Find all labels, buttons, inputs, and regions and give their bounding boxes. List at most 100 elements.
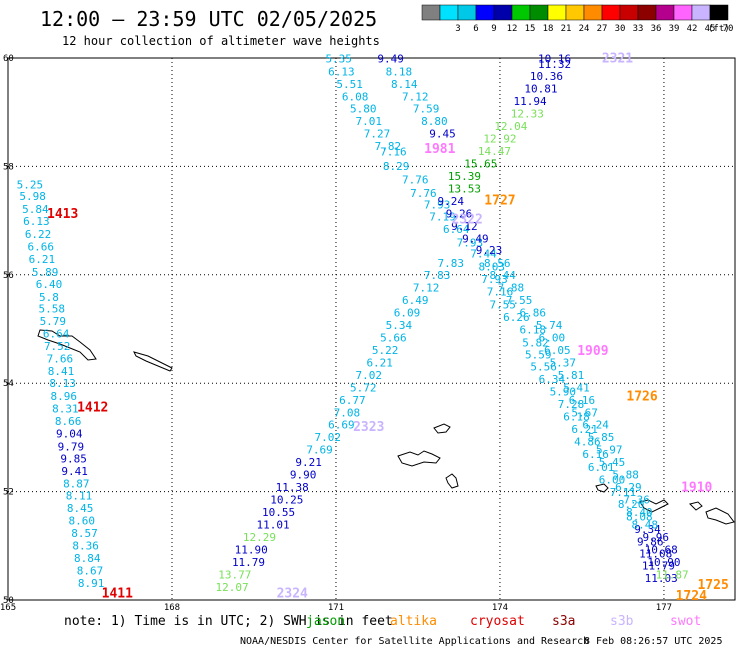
pass-label: 1981 — [424, 142, 455, 157]
lat-tick-label: 56 — [3, 271, 14, 281]
wave-height-value: 9.23 — [476, 244, 503, 257]
wave-height-value: 6.29 — [615, 481, 642, 494]
wave-height-value: 11.79 — [642, 560, 675, 573]
wave-height-value: 9.45 — [429, 128, 456, 141]
lat-tick-label: 50 — [3, 596, 14, 606]
wave-height-value: 10.55 — [262, 506, 295, 519]
wave-height-value: 6.49 — [402, 294, 429, 307]
wave-height-value: 9.12 — [451, 220, 478, 233]
wave-height-value: 5.80 — [350, 103, 377, 116]
wave-height-value: 9.96 — [642, 531, 669, 544]
wave-height-value: 5.84 — [22, 203, 49, 216]
wave-height-value: 8.87 — [63, 477, 90, 490]
legend-label: 3 — [455, 24, 460, 34]
wave-height-value: 13.53 — [448, 182, 481, 195]
wave-height-value: 7.19 — [429, 211, 456, 224]
legend-label: 70 — [723, 24, 734, 34]
wave-height-value: 7.11 — [610, 486, 637, 499]
wave-height-value: 10.90 — [647, 556, 680, 569]
wave-height-value: 8.80 — [421, 115, 448, 128]
wave-height-value: 7.16 — [487, 285, 514, 298]
wave-height-value: 7.02 — [356, 369, 383, 382]
wave-height-value: 9.26 — [446, 207, 473, 220]
wave-height-value: 8.84 — [74, 552, 101, 565]
wave-height-value: 7.88 — [498, 282, 525, 295]
wave-height-value: 10.25 — [270, 494, 303, 507]
wave-height-value: 8.40 — [626, 506, 653, 519]
wave-height-value: 5.74 — [536, 319, 563, 332]
wave-height-value: 11.03 — [645, 572, 678, 585]
wave-height-value: 8.44 — [489, 269, 516, 282]
pass-label: 2322 — [452, 212, 483, 227]
pass-label: 1726 — [626, 390, 657, 405]
wave-height-value: 7.02 — [315, 431, 342, 444]
pass-label: 1727 — [484, 193, 515, 208]
legend-swatch — [673, 4, 693, 21]
page-title: 12:00 – 23:59 UTC 02/05/2025 — [40, 7, 377, 31]
wave-height-value: 7.44 — [470, 247, 497, 260]
wave-height-value: 11.94 — [513, 95, 546, 108]
wave-height-value: 8.48 — [632, 518, 659, 531]
wave-height-value: 6.64 — [43, 328, 70, 341]
pass-label: 1411 — [102, 586, 133, 601]
wave-height-value: 6.64 — [443, 223, 470, 236]
wave-height-value: 11.79 — [232, 556, 265, 569]
wave-height-value: 12.92 — [483, 133, 516, 146]
lon-tick-label: 174 — [492, 603, 508, 613]
wave-height-value: 7.66 — [47, 353, 74, 366]
pass-label: 1909 — [577, 344, 608, 359]
wave-height-value: 8.29 — [383, 160, 410, 173]
wave-height-value: 7.69 — [306, 444, 333, 457]
coastline-island — [445, 473, 459, 489]
wave-height-value: 5.37 — [550, 356, 577, 369]
wave-height-value: 6.08 — [342, 90, 369, 103]
legend-label: 27 — [597, 24, 608, 34]
wave-height-value: 9.79 — [58, 440, 85, 453]
wave-height-value: 6.21 — [29, 253, 56, 266]
wave-height-value: 7.55 — [489, 298, 516, 311]
pass-label: 1413 — [47, 207, 78, 222]
wave-height-value: 15.39 — [448, 170, 481, 183]
wave-height-value: 9.41 — [61, 465, 88, 478]
wave-height-value: 6.16 — [582, 448, 609, 461]
coastline-island — [397, 450, 441, 467]
wave-height-value: 6.09 — [394, 307, 421, 320]
wave-height-value: 6.05 — [544, 344, 571, 357]
wave-height-value: 5.72 — [350, 381, 377, 394]
legend-swatch — [691, 4, 711, 21]
wave-height-value: 9.04 — [56, 427, 83, 440]
axis-tick-labels: 165 168 171 174 177 60 58 56 54 52 50 — [0, 54, 672, 613]
wave-height-value: 6.21 — [571, 423, 598, 436]
wave-height-value: 5.8 — [39, 291, 59, 304]
wave-height-value: 9.86 — [637, 535, 664, 548]
wave-height-value: 7.27 — [364, 128, 391, 141]
wave-height-value: 7.08 — [334, 406, 361, 419]
wave-height-value: 9.34 — [634, 523, 661, 536]
wave-height-value: 11.01 — [257, 518, 290, 531]
legend-label: 30 — [615, 24, 626, 34]
wave-height-value: 8.03 — [479, 260, 506, 273]
wave-height-value: 7.82 — [375, 140, 402, 153]
wave-height-value: 5.25 — [17, 179, 44, 192]
wave-height-value: 6.13 — [23, 215, 50, 228]
wave-height-value: 8.08 — [626, 510, 653, 523]
wave-height-value: 12.07 — [216, 581, 249, 594]
color-legend: 3 6 9 12 15 18 21 24 27 30 33 36 39 42 45 70 — [421, 4, 734, 34]
lon-tick-label: 177 — [656, 603, 672, 613]
wave-height-value: 9.24 — [438, 195, 465, 208]
legend-swatch — [547, 4, 567, 21]
lat-tick-label: 58 — [3, 162, 14, 172]
wave-height-value: 5.97 — [596, 444, 623, 457]
wave-height-value: 5.22 — [372, 344, 399, 357]
wave-height-value: 5.34 — [386, 319, 413, 332]
legend-unit: (ft) — [708, 24, 730, 34]
legend-swatch — [565, 4, 585, 21]
pass-label: 1725 — [697, 578, 728, 593]
aleutian-coastlines — [37, 329, 735, 525]
satellite-legend-item: jason — [306, 614, 345, 629]
wave-height-value: 8.67 — [77, 565, 104, 578]
wave-height-value: 9.21 — [295, 456, 322, 469]
wave-height-value: 5.90 — [550, 386, 577, 399]
legend-label: 42 — [687, 24, 698, 34]
